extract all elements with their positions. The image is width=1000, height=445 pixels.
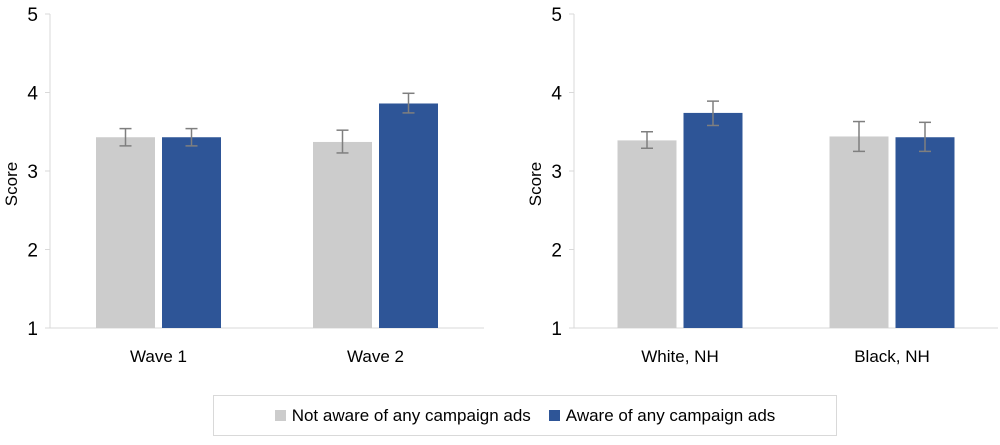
y-axis-title: Score — [2, 162, 21, 206]
bar-not-aware — [829, 136, 889, 328]
category-label: Wave 1 — [130, 347, 187, 366]
y-tick-label: 2 — [27, 241, 38, 262]
category-label: Wave 2 — [347, 347, 404, 366]
y-tick-label: 5 — [551, 5, 562, 26]
legend-label: Aware of any campaign ads — [565, 405, 776, 425]
y-tick-label: 1 — [551, 319, 562, 340]
legend-swatch-not-aware — [274, 410, 286, 421]
legend-item-not-aware: Not aware of any campaign ads — [274, 405, 531, 426]
y-tick-label: 3 — [27, 162, 38, 183]
bar-aware — [895, 137, 955, 328]
bar-not-aware — [96, 137, 155, 328]
category-label: White, NH — [641, 347, 718, 366]
y-axis-title: Score — [526, 162, 545, 206]
legend-item-aware: Aware of any campaign ads — [548, 405, 776, 426]
y-tick-label: 1 — [27, 319, 38, 340]
bar-aware — [379, 103, 438, 329]
y-tick-label: 5 — [27, 5, 38, 26]
legend: Not aware of any campaign ads Aware of a… — [213, 395, 837, 436]
legend-swatch-aware — [548, 410, 560, 421]
bar-aware — [162, 137, 221, 328]
legend-label: Not aware of any campaign ads — [291, 405, 531, 425]
bar-aware — [683, 112, 743, 328]
bar-not-aware — [617, 140, 677, 328]
category-label: Black, NH — [854, 347, 930, 366]
y-tick-label: 4 — [551, 84, 562, 105]
y-tick-label: 2 — [551, 241, 562, 262]
y-tick-label: 3 — [551, 162, 562, 183]
bar-not-aware — [313, 141, 372, 328]
y-tick-label: 4 — [27, 84, 38, 105]
